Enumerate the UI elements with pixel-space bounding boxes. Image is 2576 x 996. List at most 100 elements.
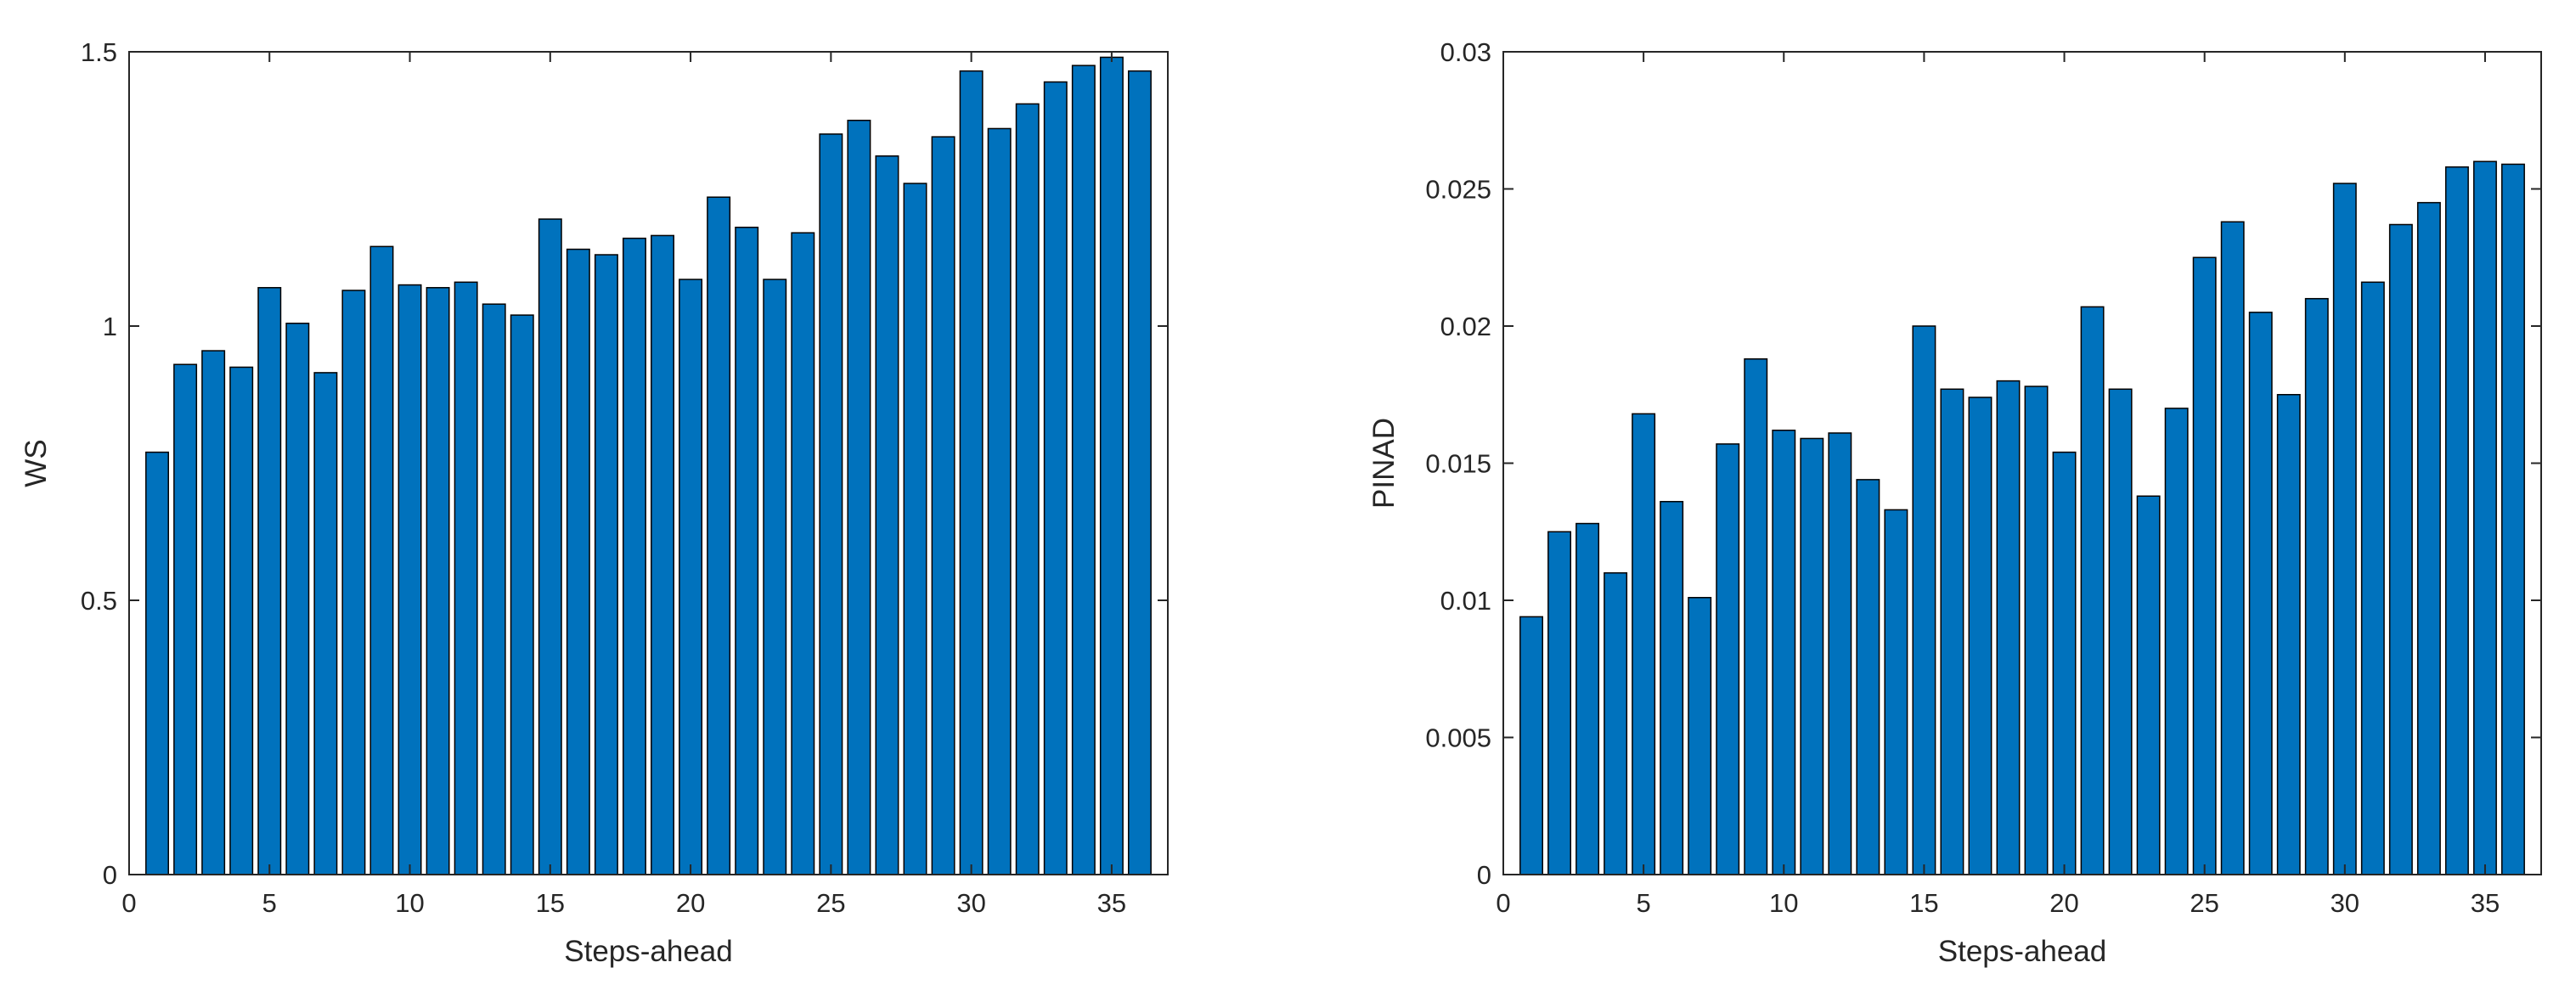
x-tick-label: 30 — [2331, 888, 2359, 918]
x-tick-label: 20 — [2049, 888, 2078, 918]
bar-6 — [1660, 500, 1684, 875]
bar-17 — [1968, 397, 1993, 875]
bar-28 — [903, 183, 927, 875]
bar-2 — [1547, 531, 1572, 875]
bar-5 — [1632, 413, 1656, 875]
ws-bar-chart: 0 5 10 15 20 25 30 35 0 0.5 1 1.5 Steps-ahead WS — [20, 37, 1169, 968]
y-tick-label: 0.03 — [1440, 37, 1491, 67]
bar-29 — [931, 136, 955, 875]
bar-21 — [2080, 306, 2105, 875]
bar-27 — [2248, 312, 2273, 875]
bar-8 — [341, 290, 366, 875]
bar-10 — [1772, 429, 1796, 875]
x-tick-label: 5 — [1637, 888, 1651, 918]
y-tick-label: 0.01 — [1440, 586, 1491, 616]
bar-34 — [2444, 166, 2469, 875]
bar-35 — [2472, 160, 2497, 875]
y-axis-label: PINAD — [1367, 418, 1401, 509]
y-tick-label: 0.025 — [1425, 175, 1491, 205]
bar-12 — [454, 281, 478, 875]
y-tick-label: 1.5 — [81, 37, 117, 67]
x-tick-label: 20 — [676, 888, 705, 918]
axes-box — [1502, 51, 2542, 875]
bar-20 — [679, 279, 703, 875]
bar-4 — [1604, 571, 1628, 875]
bar-35 — [1099, 56, 1124, 875]
x-tick-label: 5 — [262, 888, 277, 918]
bar-30 — [959, 70, 984, 875]
bar-11 — [426, 287, 450, 875]
bar-24 — [2164, 408, 2189, 875]
bar-8 — [1716, 443, 1740, 875]
bar-7 — [313, 372, 338, 875]
bar-6 — [285, 323, 310, 875]
bar-18 — [623, 237, 646, 875]
x-tick-label: 25 — [816, 888, 845, 918]
x-axis-label: Steps-ahead — [564, 935, 732, 968]
bar-20 — [2052, 451, 2077, 875]
bar-2 — [173, 363, 198, 875]
bar-7 — [1688, 597, 1712, 875]
bar-17 — [594, 254, 618, 875]
bar-12 — [1828, 432, 1852, 875]
bar-1 — [145, 451, 170, 875]
bar-24 — [791, 232, 815, 875]
x-axis-label: Steps-ahead — [1938, 935, 2106, 968]
bar-9 — [369, 245, 394, 875]
bar-36 — [2501, 163, 2525, 875]
y-axis-label: WS — [20, 439, 53, 487]
bar-34 — [1071, 65, 1096, 875]
x-tick-label: 10 — [1769, 888, 1798, 918]
bar-14 — [510, 314, 534, 875]
bar-23 — [2136, 495, 2161, 875]
x-tick-label: 15 — [1909, 888, 1938, 918]
x-tick-label: 35 — [2471, 888, 2500, 918]
bar-31 — [987, 127, 1012, 875]
bar-23 — [763, 279, 787, 875]
bar-16 — [1940, 388, 1964, 875]
x-tick-label: 0 — [121, 888, 136, 918]
bar-31 — [2360, 281, 2385, 875]
y-tick-label: 1 — [103, 312, 117, 341]
bar-1 — [1519, 616, 1543, 875]
bar-14 — [1884, 509, 1908, 875]
bar-36 — [1127, 70, 1152, 875]
bar-13 — [482, 303, 506, 875]
bar-25 — [2192, 256, 2217, 875]
bar-26 — [847, 120, 871, 875]
bar-16 — [566, 248, 590, 875]
bar-29 — [2304, 297, 2329, 875]
x-tick-label: 35 — [1097, 888, 1126, 918]
bar-13 — [1856, 479, 1880, 875]
bar-4 — [229, 366, 254, 875]
pinad-bar-chart: 0 5 10 15 20 25 30 35 0 0.005 0.01 0.015 0.02 0.025 0.… — [1367, 37, 2542, 968]
x-tick-label: 15 — [536, 888, 565, 918]
bar-26 — [2220, 221, 2245, 875]
bar-22 — [735, 226, 759, 875]
x-tick-label: 10 — [395, 888, 424, 918]
bar-15 — [1912, 325, 1936, 875]
bar-3 — [1575, 522, 1600, 875]
y-tick-label: 0.02 — [1440, 312, 1491, 341]
bar-28 — [2276, 394, 2301, 875]
y-tick-label: 0.5 — [81, 586, 117, 616]
axes-box — [128, 51, 1169, 875]
y-tick-label: 0 — [1477, 860, 1491, 890]
bar-9 — [1744, 358, 1768, 875]
x-tick-label: 30 — [956, 888, 985, 918]
bar-10 — [397, 284, 422, 875]
y-tick-label: 0 — [103, 860, 117, 890]
bar-33 — [1043, 81, 1068, 875]
x-tick-label: 0 — [1496, 888, 1510, 918]
bar-19 — [651, 234, 674, 875]
y-tick-label: 0.005 — [1425, 723, 1491, 753]
bar-15 — [538, 218, 562, 875]
bar-27 — [875, 155, 899, 875]
bar-19 — [2024, 385, 2049, 875]
bar-32 — [1015, 103, 1040, 875]
bar-33 — [2416, 201, 2441, 875]
x-tick-label: 25 — [2190, 888, 2218, 918]
y-tick-label: 0.015 — [1425, 449, 1491, 479]
